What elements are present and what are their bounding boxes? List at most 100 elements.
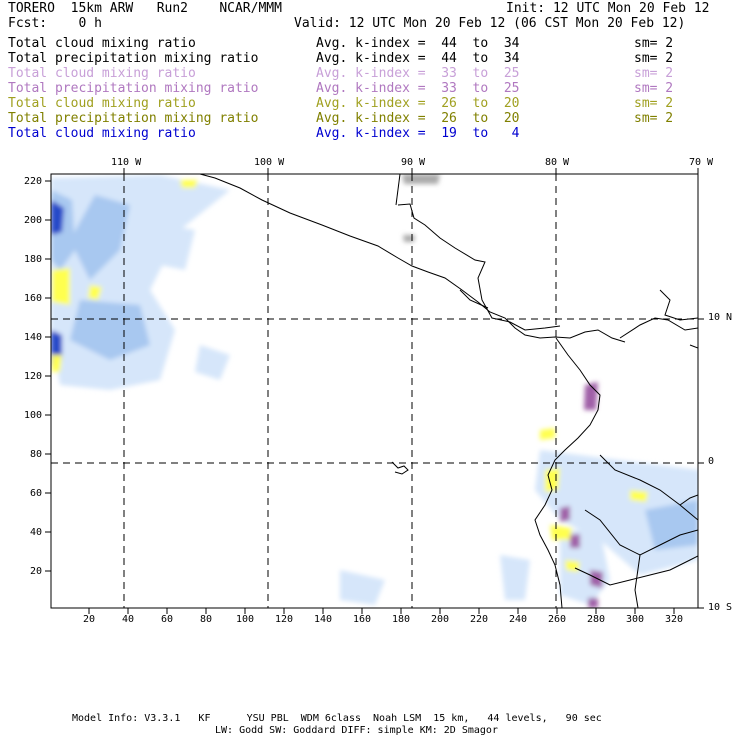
- inner-border: [574, 555, 698, 586]
- cloud-area: [160, 225, 195, 270]
- inner-border: [679, 494, 698, 506]
- precip-area: [403, 235, 415, 242]
- precip-area: [52, 355, 62, 372]
- smoothing: sm= 2: [634, 96, 674, 111]
- yucatan-edge: [395, 174, 401, 206]
- kindex-range: Avg. k-index = 44 to 34: [316, 36, 520, 51]
- cloud-area: [51, 200, 64, 235]
- cloud-area: [195, 345, 230, 380]
- caribbean-islands: [659, 289, 698, 321]
- variable-name: Total cloud mixing ratio: [8, 96, 196, 111]
- kindex-range: Avg. k-index = 19 to 4: [316, 126, 520, 141]
- kindex-range: Avg. k-index = 26 to 20: [316, 96, 520, 111]
- y-tick: 220: [24, 176, 43, 187]
- cloud-area: [500, 555, 530, 600]
- forecast-hour: Fcst: 0 h: [8, 16, 102, 31]
- kindex-range: Avg. k-index = 33 to 25: [316, 66, 520, 81]
- lat-label: 10 S: [708, 602, 733, 613]
- legend-row: Total cloud mixing ratio Avg. k-index = …: [8, 66, 738, 81]
- legend-row: Total cloud mixing ratio Avg. k-index = …: [8, 96, 738, 111]
- physics-info: LW: Godd SW: Goddard DIFF: simple KM: 2D…: [215, 725, 498, 736]
- precip-area: [180, 180, 198, 188]
- x-tick: 80: [200, 614, 213, 625]
- smoothing: sm= 2: [634, 66, 674, 81]
- amazon-boundary: [599, 454, 698, 521]
- lon-label: 70 W: [689, 157, 714, 168]
- legend-row: Total cloud mixing ratio Avg. k-index = …: [8, 126, 738, 141]
- precip-area: [565, 560, 580, 572]
- y-tick: 80: [30, 449, 43, 460]
- kindex-range: Avg. k-index = 44 to 34: [316, 51, 520, 66]
- cloud-area: [70, 300, 150, 360]
- y-tick: 100: [24, 410, 43, 421]
- lon-label: 110 W: [111, 157, 142, 168]
- y-tick: 120: [24, 371, 43, 382]
- precip-area: [590, 570, 603, 588]
- x-tick: 40: [122, 614, 135, 625]
- precip-area: [540, 428, 555, 440]
- smoothing: sm= 2: [634, 81, 674, 96]
- cloud-area: [70, 195, 130, 280]
- precip-area: [588, 598, 598, 608]
- inner-border: [459, 289, 489, 309]
- precip-area: [88, 285, 102, 300]
- kindex-range: Avg. k-index = 26 to 20: [316, 111, 520, 126]
- legend-row: Total precipitation mixing ratio Avg. k-…: [8, 51, 738, 66]
- pacific-coast: [199, 174, 626, 343]
- y-tick: 160: [24, 293, 43, 304]
- legend-row: Total cloud mixing ratio Avg. k-index = …: [8, 36, 738, 51]
- legend-row: Total precipitation mixing ratio Avg. k-…: [8, 81, 738, 96]
- x-tick: 180: [392, 614, 411, 625]
- precip-area: [560, 506, 570, 522]
- variable-name: Total cloud mixing ratio: [8, 126, 196, 141]
- precip-area: [550, 525, 572, 540]
- precip-area: [52, 268, 70, 305]
- lon-label: 100 W: [254, 157, 285, 168]
- north-coast: [619, 317, 698, 339]
- smoothing: sm= 2: [634, 51, 674, 66]
- variable-name: Total precipitation mixing ratio: [8, 111, 259, 126]
- caribbean-coast: [397, 203, 561, 331]
- galapagos-islands: [391, 461, 409, 475]
- inner-border: [634, 554, 641, 608]
- lat-label: 0: [708, 456, 715, 467]
- precip-area: [630, 490, 648, 502]
- x-tick: 60: [161, 614, 174, 625]
- plot-frame: [50, 173, 699, 609]
- y-tick: 180: [24, 254, 43, 265]
- cloud-area: [645, 500, 698, 550]
- x-tick: 120: [275, 614, 294, 625]
- variable-name: Total cloud mixing ratio: [8, 36, 196, 51]
- y-tick: 60: [30, 488, 43, 499]
- x-tick: 300: [626, 614, 645, 625]
- caribbean-islands: [689, 344, 698, 349]
- x-tick: 200: [431, 614, 450, 625]
- coastlines: [199, 174, 698, 608]
- cloud-area: [340, 570, 385, 605]
- variable-name: Total cloud mixing ratio: [8, 66, 196, 81]
- y-tick: 140: [24, 332, 43, 343]
- lat-label: 10 N: [708, 312, 733, 323]
- south-america-west-coast: [534, 337, 601, 608]
- precip-area: [545, 468, 560, 492]
- precip-area: [402, 174, 440, 184]
- x-tick: 240: [509, 614, 528, 625]
- x-tick: 20: [83, 614, 96, 625]
- x-tick: 140: [314, 614, 333, 625]
- lon-label: 90 W: [401, 157, 426, 168]
- x-tick: 100: [236, 614, 255, 625]
- x-tick: 160: [353, 614, 372, 625]
- graticule: [51, 174, 698, 608]
- x-tick: 320: [665, 614, 684, 625]
- y-tick: 200: [24, 215, 43, 226]
- kindex-range: Avg. k-index = 33 to 25: [316, 81, 520, 96]
- lon-label: 80 W: [545, 157, 570, 168]
- model-info: Model Info: V3.3.1 KF YSU PBL WDM 6class…: [72, 713, 602, 724]
- variable-name: Total precipitation mixing ratio: [8, 51, 259, 66]
- precip-area: [570, 534, 580, 548]
- valid-time: Valid: 12 UTC Mon 20 Feb 12 (06 CST Mon …: [294, 16, 686, 31]
- x-tick: 280: [587, 614, 606, 625]
- init-time: Init: 12 UTC Mon 20 Feb 12: [506, 1, 710, 16]
- axis-ticks: [45, 168, 704, 614]
